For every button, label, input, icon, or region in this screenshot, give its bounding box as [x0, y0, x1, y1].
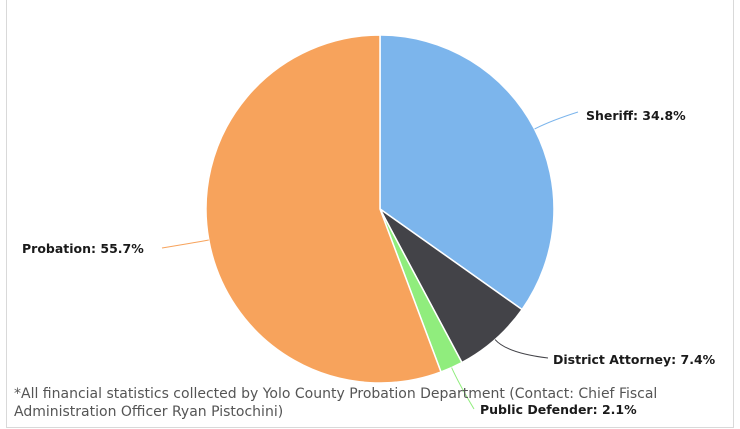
slice-label-district-attorney: District Attorney: 7.4% — [553, 352, 716, 367]
pie-slice-sheriff[interactable] — [379, 34, 555, 311]
connector-probation — [161, 239, 209, 249]
connector-sheriff — [534, 111, 579, 130]
label-connectors — [161, 111, 579, 410]
footnote: *All financial statistics collected by Y… — [14, 386, 658, 420]
chart-frame — [6, 0, 734, 428]
pie-slices — [205, 34, 555, 384]
slice-label-sheriff: Sheriff: 34.8% — [586, 108, 686, 123]
pie-slice-probation[interactable] — [205, 34, 442, 384]
connector-public-defender — [451, 367, 475, 410]
slice-label-probation: Probation: 55.7% — [22, 241, 144, 256]
slice-label-public-defender: Public Defender: 2.1% — [480, 402, 637, 417]
connector-district-attorney — [494, 339, 549, 359]
